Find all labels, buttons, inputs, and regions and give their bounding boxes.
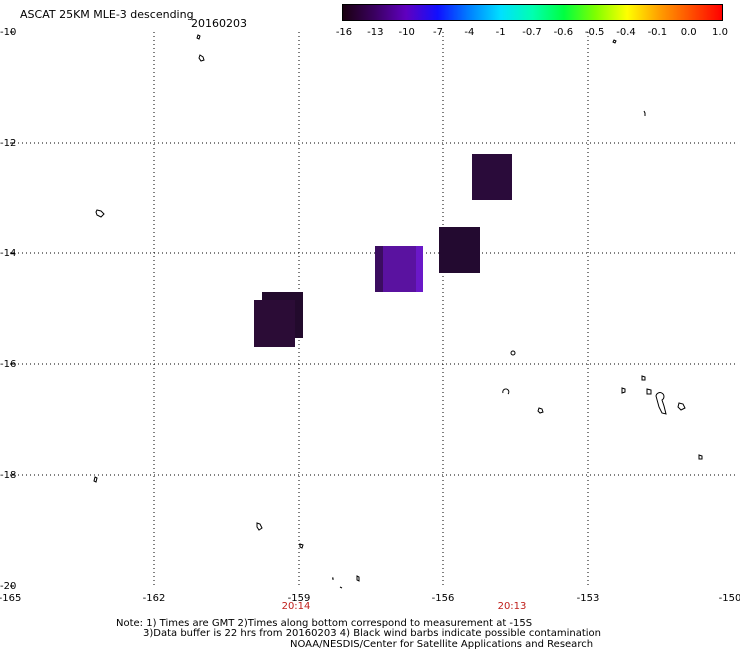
colorbar-tick-label: -0.6 [553, 27, 574, 38]
lon-label: -153 [576, 593, 600, 604]
colorbar-tick-label: -10 [398, 27, 415, 38]
island [332, 577, 334, 580]
lat-label: -12 [0, 138, 17, 149]
colorbar-tick-label: -0.4 [616, 27, 636, 38]
plot-date: 20160203 [191, 17, 247, 30]
island [95, 209, 105, 218]
island [612, 39, 617, 44]
data-cell [254, 300, 295, 347]
colorbar-tick-label: -0.5 [584, 27, 605, 38]
note-line-2: 3)Data buffer is 22 hrs from 20160203 4)… [143, 628, 601, 639]
data-cell [472, 154, 512, 200]
colorbar-tick-label: -16 [335, 27, 353, 38]
colorbar-tick-label: 0.0 [680, 27, 697, 38]
lat-label: -16 [0, 359, 17, 370]
island [677, 402, 686, 411]
plot-title: ASCAT 25KM MLE-3 descending [20, 8, 194, 21]
time-label: 20:13 [497, 601, 527, 612]
colorbar-tick-label: -4 [464, 27, 475, 38]
data-cell [416, 246, 423, 292]
lon-label: -156 [431, 593, 455, 604]
colorbar-tick-label: -0.7 [522, 27, 542, 38]
island [655, 392, 667, 415]
islands [93, 34, 703, 589]
lon-label: -150 [718, 593, 740, 604]
lon-label: -165 [0, 593, 22, 604]
island [356, 575, 360, 582]
note-line-1: Note: 1) Times are GMT 2)Times along bot… [116, 618, 533, 629]
colorbar-tick-label: -13 [367, 27, 384, 38]
colorbar [342, 4, 723, 21]
lat-label: -18 [0, 470, 17, 481]
island [196, 34, 201, 40]
colorbar-tick-label: -7 [433, 27, 443, 38]
data-cells [254, 154, 512, 347]
axis-ticks [10, 31, 14, 587]
island [198, 54, 205, 62]
island [698, 454, 703, 460]
colorbar-tick-label: 1.0 [712, 27, 728, 38]
colorbar-tick-label: -1 [495, 27, 506, 38]
island [643, 110, 646, 116]
island [537, 407, 544, 414]
island [93, 476, 98, 483]
lon-label: -159 [287, 593, 311, 604]
lat-label: -10 [0, 27, 17, 38]
island [339, 586, 343, 589]
data-cell [439, 227, 480, 273]
island [641, 375, 646, 381]
data-cell [375, 246, 383, 292]
grid [10, 32, 735, 586]
island [646, 388, 652, 395]
island [256, 522, 263, 531]
lat-label: -14 [0, 248, 17, 259]
colorbar-tick-label: -0.1 [647, 27, 668, 38]
time-label: 20:14 [281, 601, 311, 612]
note-line-3: NOAA/NESDIS/Center for Satellite Applica… [290, 639, 594, 650]
island [510, 350, 516, 356]
lon-label: -162 [142, 593, 166, 604]
island [299, 543, 304, 549]
island [502, 388, 510, 395]
island [621, 387, 626, 394]
lat-label: -20 [0, 581, 17, 592]
